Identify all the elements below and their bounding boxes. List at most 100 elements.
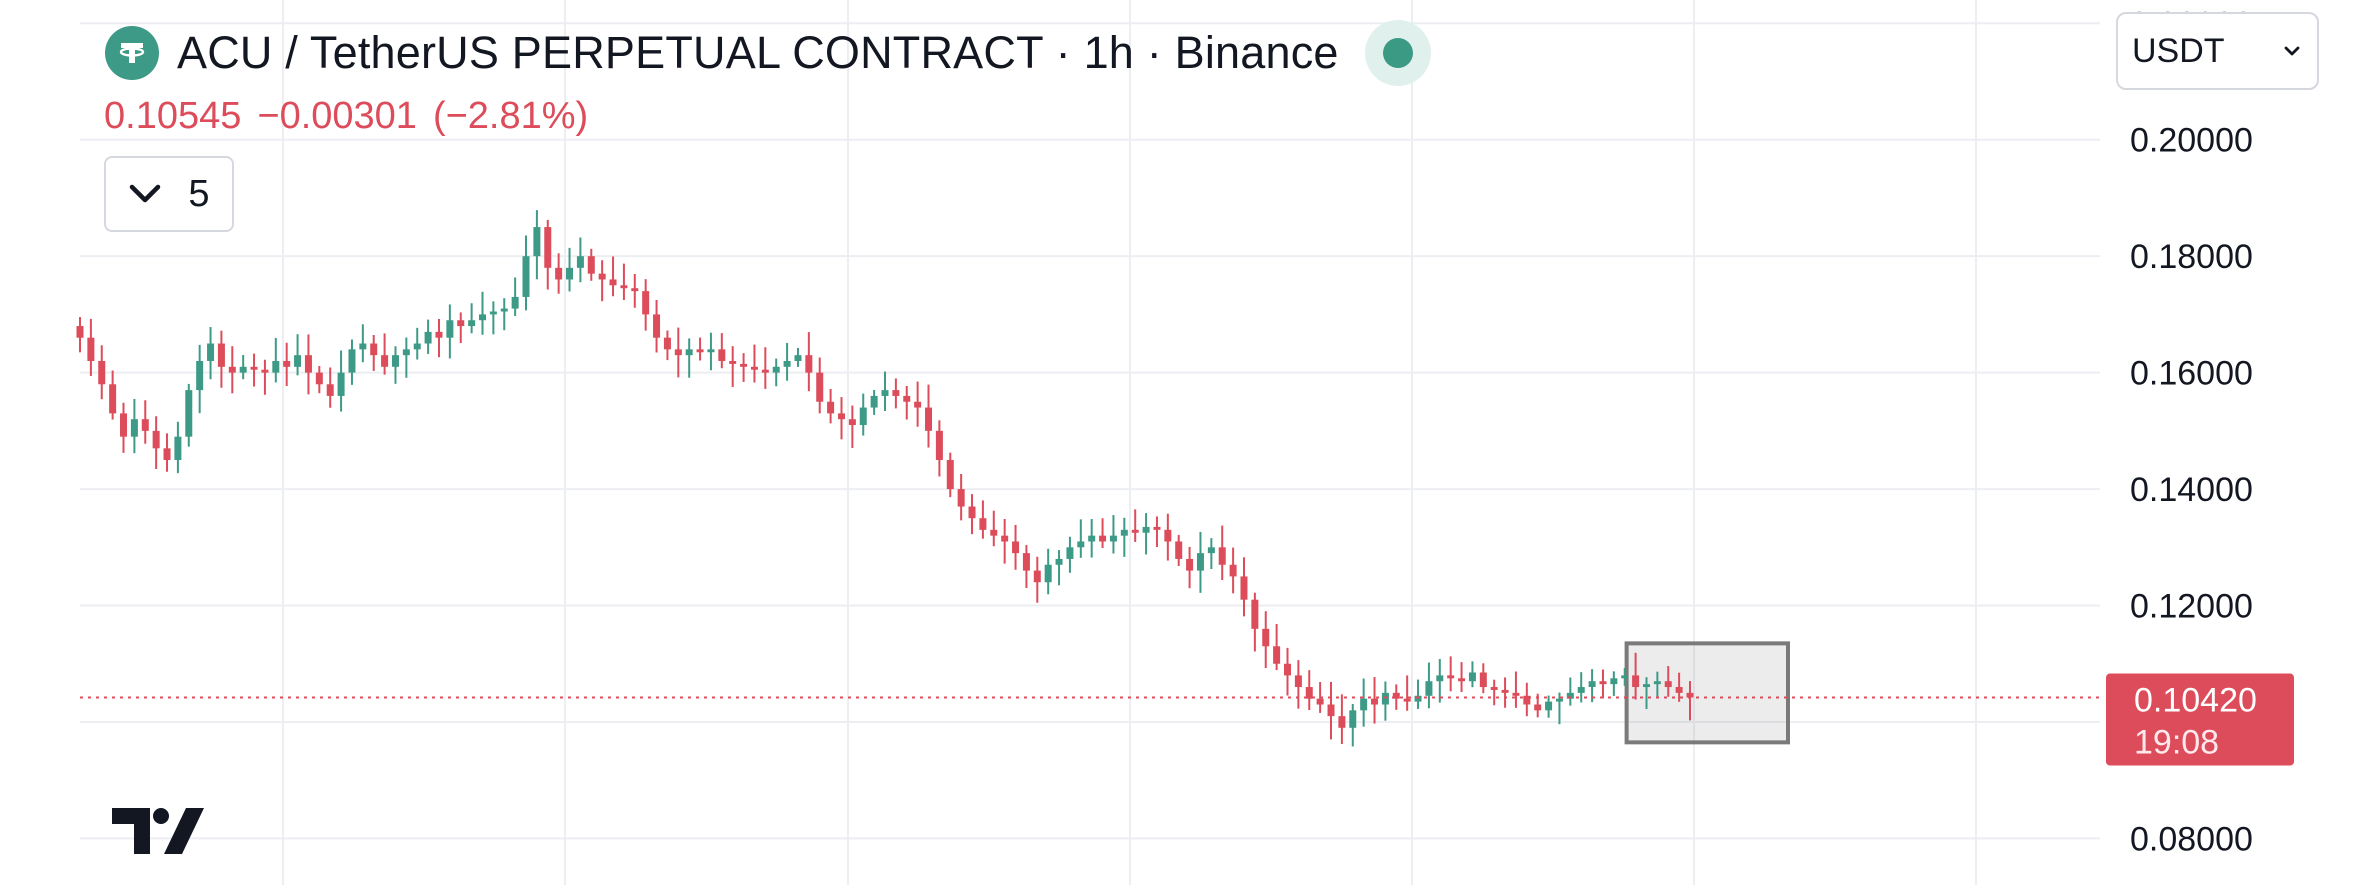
candle-body <box>990 529 998 536</box>
candle-body <box>1305 687 1313 699</box>
y-tick-label: 0.12000 <box>2130 588 2253 626</box>
candle-body <box>272 360 280 373</box>
candle-body <box>1523 695 1531 705</box>
candle-body <box>1316 698 1324 705</box>
candle-body <box>239 366 247 373</box>
chevron-down-icon <box>2284 46 2300 56</box>
candle-body <box>576 256 584 268</box>
candle-body <box>413 343 421 350</box>
candle-body <box>1251 599 1259 629</box>
candle-body <box>1664 681 1672 688</box>
candle-body <box>120 413 128 437</box>
candle-body <box>1153 526 1161 530</box>
candle-body <box>598 273 606 280</box>
candle-body <box>152 430 160 449</box>
candle-body <box>1392 692 1400 699</box>
quote-close: 0.10545 <box>104 95 242 137</box>
candle-body <box>1022 553 1030 571</box>
candle-body <box>261 369 269 373</box>
candle-body <box>663 337 671 350</box>
candle-body <box>511 296 519 309</box>
candle-body <box>326 384 334 396</box>
candle-body <box>1490 687 1498 690</box>
candle-body <box>903 395 911 402</box>
candle-body <box>1327 704 1335 717</box>
y-tick-label: 0.14000 <box>2130 471 2253 509</box>
candle-body <box>1360 698 1368 711</box>
candle-body <box>805 355 813 373</box>
y-tick-label: 0.08000 <box>2130 820 2253 858</box>
candle-body <box>163 448 171 460</box>
candle-body <box>1099 535 1107 542</box>
candle-body <box>957 489 965 507</box>
candle-body <box>620 285 628 289</box>
candle-body <box>1577 687 1585 693</box>
candle-body <box>1207 547 1215 554</box>
candle-body <box>707 349 715 353</box>
candle-body <box>685 349 693 356</box>
candle-body <box>761 369 769 373</box>
currency-select[interactable]: USDT <box>2116 12 2319 90</box>
candle-body <box>500 308 508 312</box>
current-price-label[interactable] <box>2106 673 2294 766</box>
candle-body <box>1240 576 1248 600</box>
current-price-value: 0.10420 <box>2134 682 2257 720</box>
candle-body <box>729 360 737 364</box>
candle-body <box>217 343 225 367</box>
candle-body <box>1218 547 1226 565</box>
candle-body <box>1555 698 1563 702</box>
candle-body <box>642 291 650 315</box>
price-axis[interactable]: 0.080000.100000.120000.140000.160000.180… <box>2106 5 2294 858</box>
candle-body <box>348 349 356 373</box>
candle-body <box>566 267 574 280</box>
bar-countdown: 19:08 <box>2134 724 2219 762</box>
market-open-dot-icon[interactable] <box>1364 20 1431 86</box>
candle-body <box>1109 535 1117 542</box>
candle-body <box>837 413 845 420</box>
candle-body <box>1479 672 1487 688</box>
candle-body <box>794 355 802 361</box>
candle-body <box>109 384 117 414</box>
candle-body <box>1142 526 1150 533</box>
quote-change-pct: (−2.81%) <box>432 95 589 137</box>
candle-body <box>544 227 552 268</box>
candle-body <box>1175 541 1183 559</box>
candle-body <box>1055 558 1063 565</box>
candle-body <box>1131 529 1139 533</box>
candle-body <box>1436 675 1444 682</box>
chart-grid <box>80 0 2100 885</box>
highlight-box[interactable] <box>1624 641 1791 745</box>
candle-body <box>228 366 236 373</box>
candle-body <box>359 343 367 350</box>
candle-body <box>1262 628 1270 647</box>
candle-body <box>1447 675 1455 679</box>
indicators-toggle-button[interactable]: 5 <box>104 156 234 232</box>
candle-body <box>609 279 617 286</box>
candle-body <box>1425 681 1433 696</box>
candle-body <box>1033 570 1041 583</box>
candle-body <box>1338 716 1346 728</box>
candle-body <box>304 355 312 373</box>
candle-body <box>1196 553 1204 571</box>
candle-body <box>522 256 530 297</box>
candle-body <box>783 360 791 367</box>
candle-body <box>740 363 748 367</box>
candle-body <box>446 320 454 338</box>
candle-body <box>207 343 215 361</box>
candle-body <box>185 390 193 437</box>
candle-body <box>1458 678 1466 682</box>
quote-line: 0.10545 −0.00301 (−2.81%) <box>104 95 604 138</box>
y-tick-label: 0.18000 <box>2130 238 2253 276</box>
candle-body <box>1403 698 1411 702</box>
symbol-title[interactable]: ACU / TetherUS PERPETUAL CONTRACT · 1h ·… <box>177 27 1339 78</box>
candle-body <box>141 419 149 431</box>
candle-body <box>674 349 682 356</box>
candle-body <box>1512 692 1520 696</box>
candle-body <box>1077 541 1085 548</box>
candle-body <box>130 419 138 437</box>
candle-body <box>1120 529 1128 536</box>
candle-body <box>892 390 900 396</box>
candle-body <box>1534 704 1542 711</box>
candle-body <box>1653 681 1661 685</box>
